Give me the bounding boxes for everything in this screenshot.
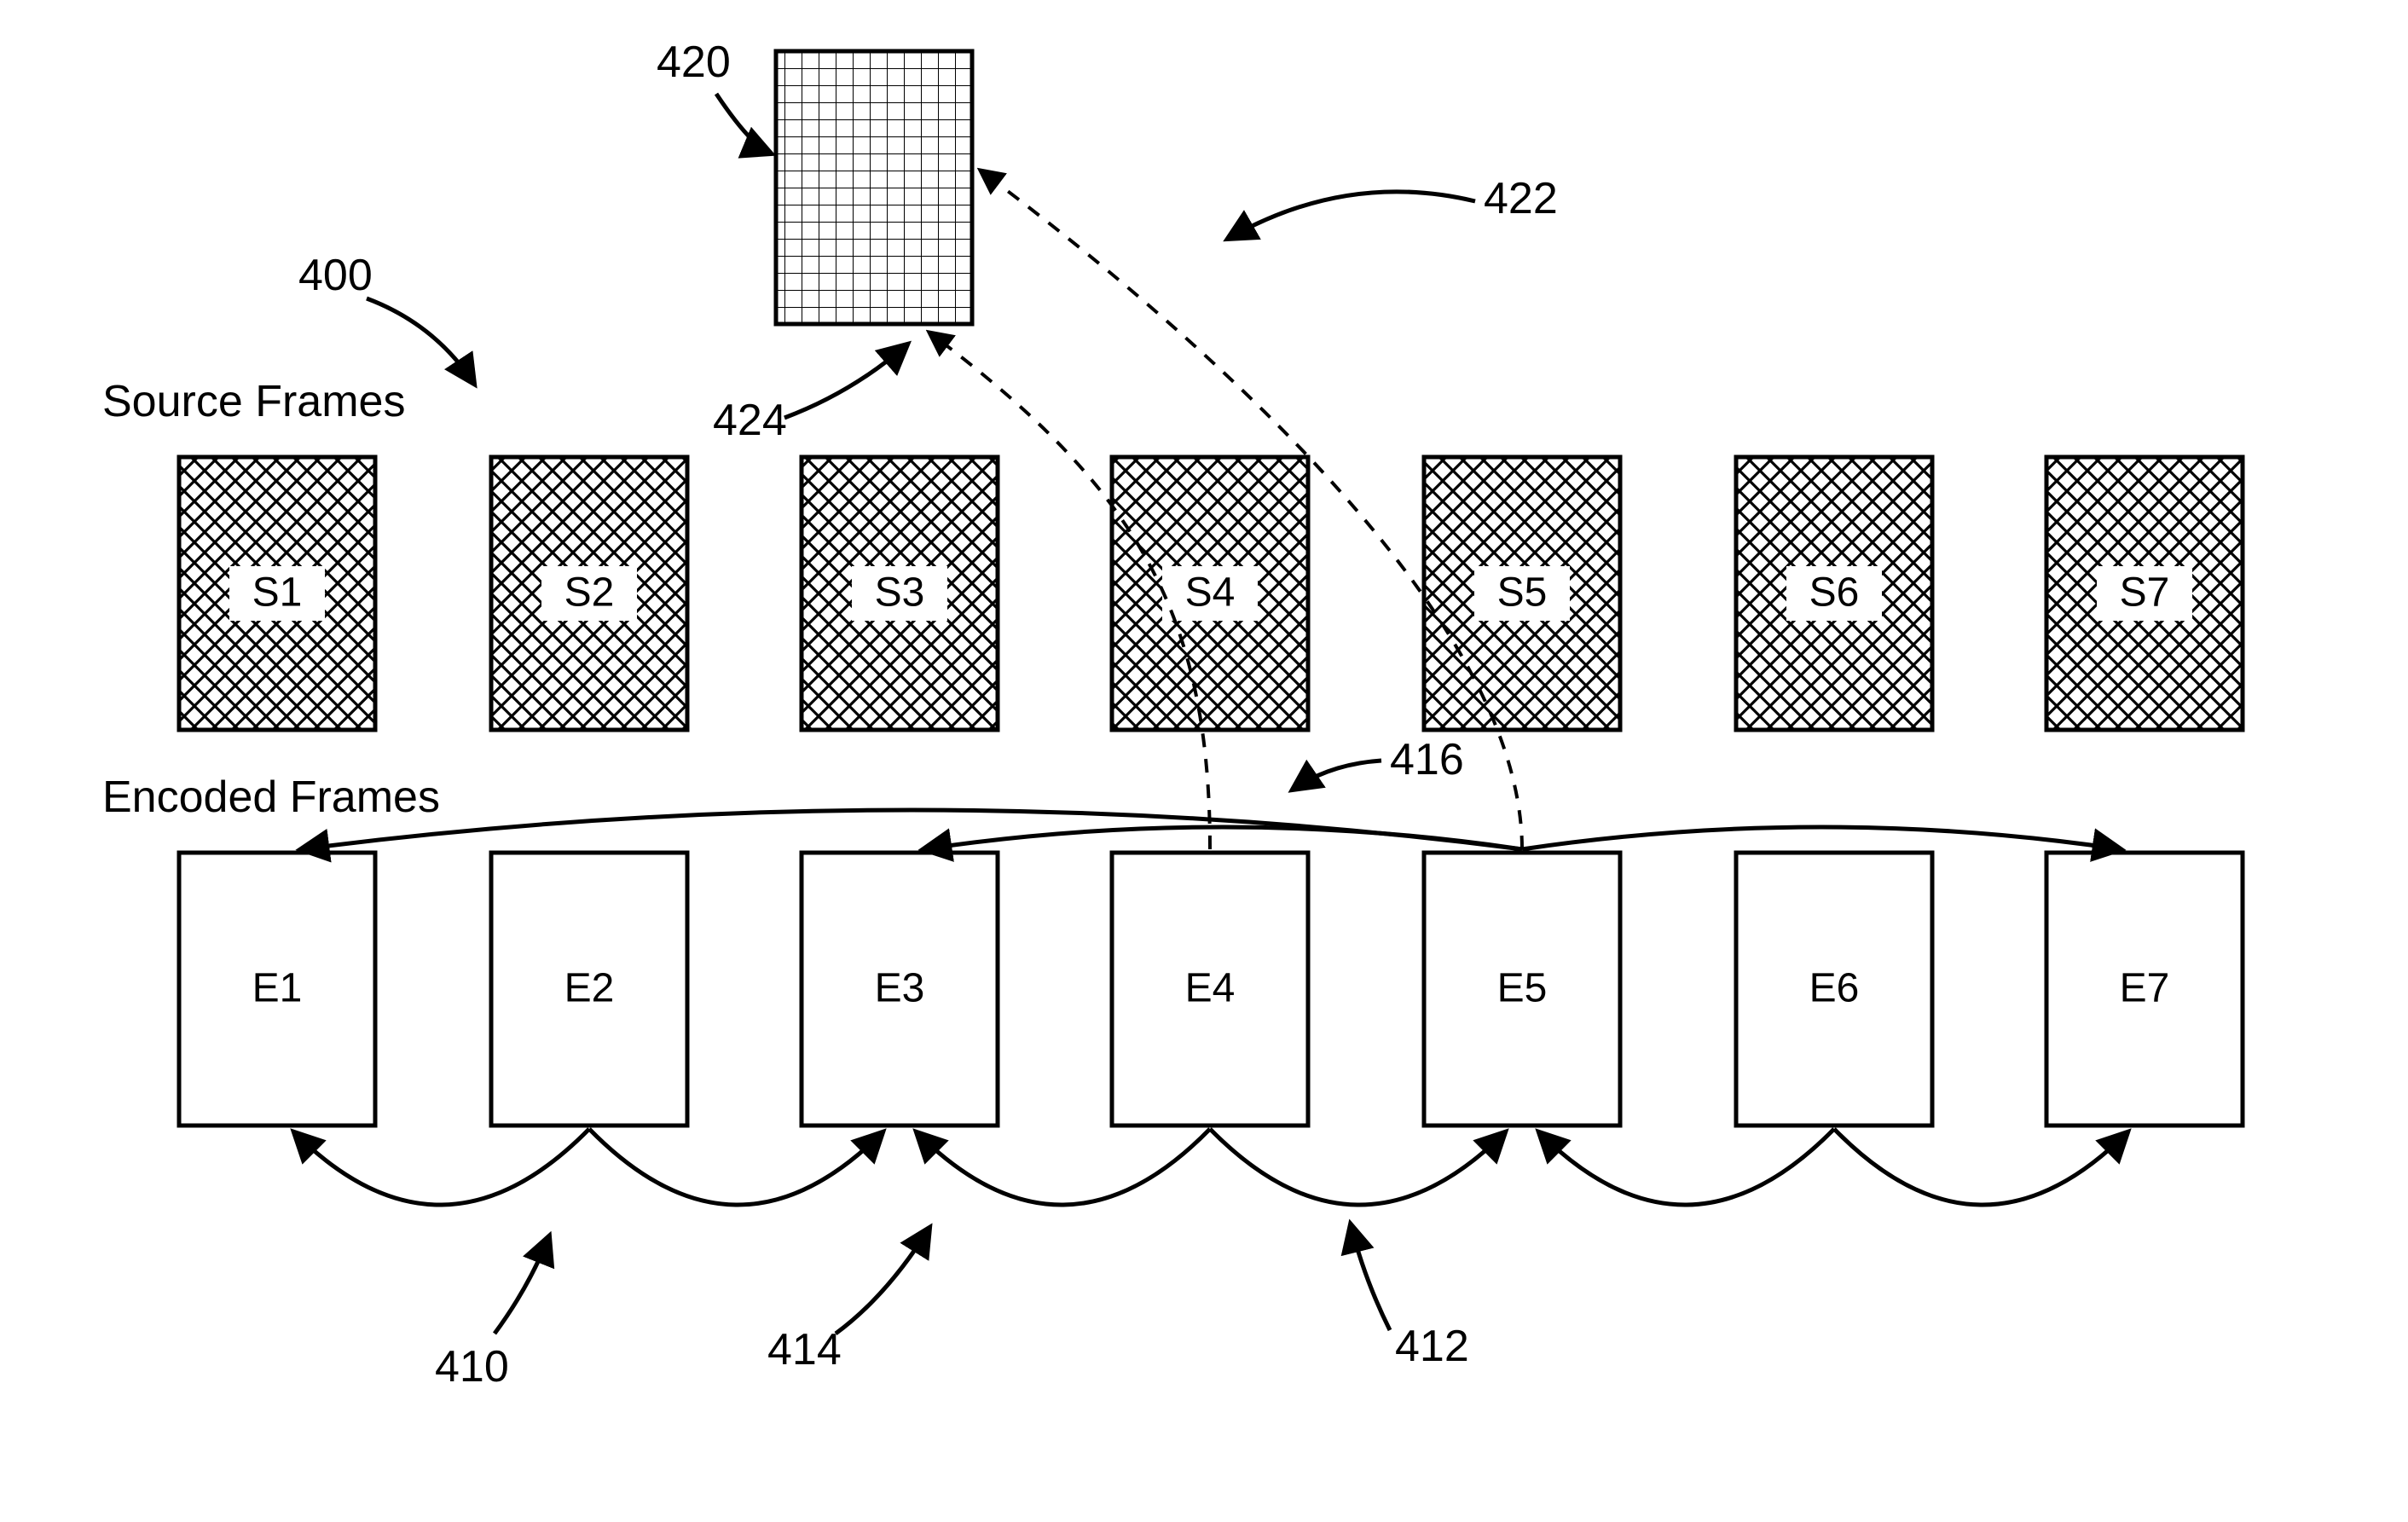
- source-frame-S7-label: S7: [2120, 570, 2170, 616]
- encoded-frame-E4-label: E4: [1185, 966, 1236, 1011]
- encoded-frames-label: Encoded Frames: [102, 773, 440, 822]
- callout-424: 424: [713, 344, 907, 445]
- callout-416: 416: [1293, 735, 1464, 790]
- short-dep-arc: [589, 1129, 883, 1205]
- source-frame-S6-label: S6: [1809, 570, 1860, 616]
- encoded-frame-E4: E4: [1112, 853, 1308, 1126]
- callout-416-label: 416: [1390, 735, 1464, 784]
- encoded-frame-E1: E1: [179, 853, 375, 1126]
- source-frame-S2: S2: [491, 457, 687, 730]
- long-dep-arc: [1522, 827, 2121, 849]
- callout-400: 400: [298, 251, 474, 384]
- callout-420: 420: [657, 38, 771, 153]
- callout-414: 414: [767, 1228, 929, 1374]
- encoded-frame-E2: E2: [491, 853, 687, 1126]
- short-dep-arc: [1834, 1129, 2127, 1205]
- encoded-frame-E6: E6: [1736, 853, 1932, 1126]
- callout-400-label: 400: [298, 251, 373, 300]
- source-frame-S2-label: S2: [564, 570, 615, 616]
- short-dep-arc: [1210, 1129, 1505, 1205]
- callout-412-label: 412: [1395, 1322, 1469, 1371]
- short-dep-arc: [917, 1129, 1210, 1205]
- callout-410-label: 410: [435, 1342, 509, 1392]
- source-frame-S1-label: S1: [252, 570, 303, 616]
- source-frame-S3: S3: [802, 457, 998, 730]
- callout-422-label: 422: [1484, 174, 1558, 223]
- encoded-frame-E3-label: E3: [875, 966, 925, 1011]
- encoded-frame-E2-label: E2: [564, 966, 615, 1011]
- encoded-frame-E6-label: E6: [1809, 966, 1860, 1011]
- source-frame-S3-label: S3: [875, 570, 925, 616]
- source-frame-S6: S6: [1736, 457, 1932, 730]
- encoded-frame-E7-label: E7: [2120, 966, 2170, 1011]
- long-dep-arc: [923, 827, 1522, 849]
- encoded-frame-E1-label: E1: [252, 966, 303, 1011]
- short-dep-arc: [294, 1129, 589, 1205]
- encoded-frame-E5-label: E5: [1497, 966, 1548, 1011]
- callout-412: 412: [1351, 1224, 1469, 1371]
- callout-410: 410: [435, 1236, 549, 1392]
- encoded-frame-E5: E5: [1424, 853, 1620, 1126]
- encoded-frame-E3: E3: [802, 853, 998, 1126]
- encoded-frame-E7: E7: [2046, 853, 2243, 1126]
- callout-420-label: 420: [657, 38, 731, 87]
- short-dep-arc: [1539, 1129, 1834, 1205]
- source-frame-S1: S1: [179, 457, 375, 730]
- callout-424-label: 424: [713, 396, 787, 445]
- source-frame-S4: S4: [1112, 457, 1308, 730]
- source-frame-S5: S5: [1424, 457, 1620, 730]
- callout-422: 422: [1228, 174, 1558, 239]
- source-frame-S7: S7: [2046, 457, 2243, 730]
- reference-grid-block: [776, 51, 972, 324]
- callout-414-label: 414: [767, 1325, 842, 1374]
- source-frames-label: Source Frames: [102, 377, 405, 426]
- source-frame-S5-label: S5: [1497, 570, 1548, 616]
- source-frame-S4-label: S4: [1185, 570, 1236, 616]
- diagram-canvas: Source Frames Encoded Frames S1 S2 S3 S4 S5 S6 S…: [0, 0, 2408, 1521]
